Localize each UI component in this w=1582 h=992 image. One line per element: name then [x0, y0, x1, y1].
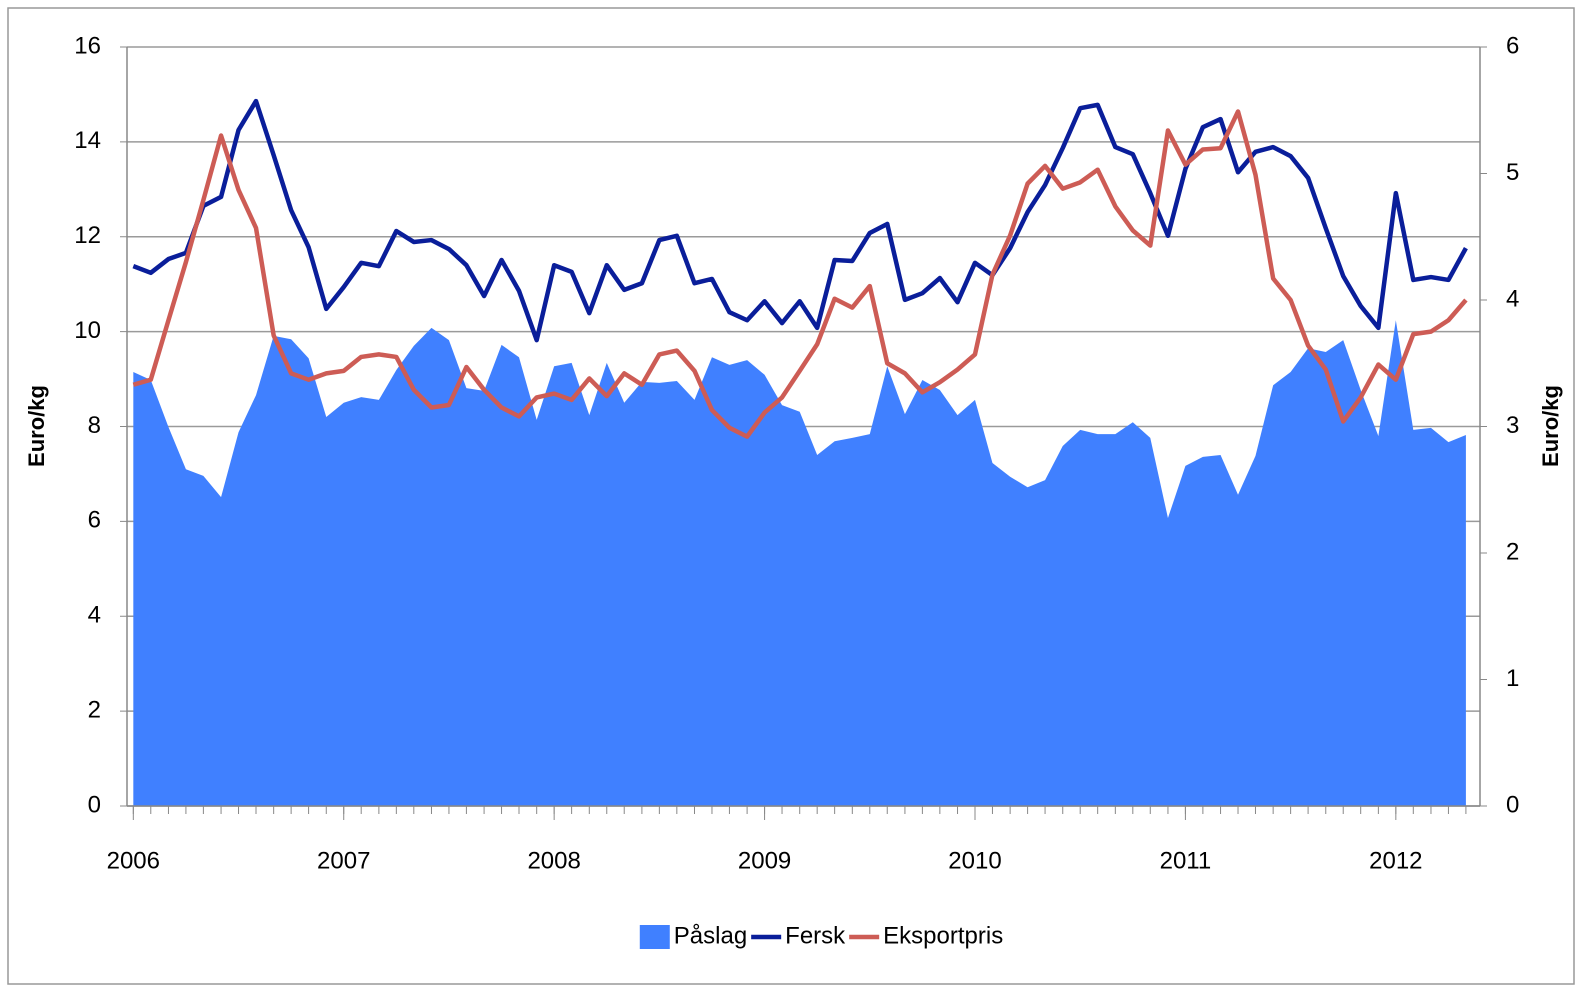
y-tick-label: 6 [88, 507, 101, 534]
y-axis-title: Euro/kg [24, 385, 49, 467]
legend-label: Fersk [785, 922, 846, 949]
y2-tick-label: 2 [1506, 538, 1519, 565]
y2-tick-label: 4 [1506, 285, 1519, 312]
x-tick-label: 2011 [1160, 847, 1212, 874]
x-tick-label: 2009 [738, 847, 791, 874]
x-tick-label: 2006 [107, 847, 160, 874]
x-tick-label: 2008 [527, 847, 580, 874]
y-tick-label: 0 [88, 791, 101, 818]
x-tick-label: 2010 [948, 847, 1001, 874]
y2-tick-label: 6 [1506, 32, 1519, 59]
legend-swatch [639, 925, 670, 949]
y-tick-label: 16 [74, 32, 101, 59]
line [132, 98, 1468, 343]
y-tick-label: 12 [74, 222, 101, 249]
y2-tick-label: 1 [1506, 665, 1519, 692]
y2-axis-title: Euro/kg [1538, 385, 1563, 467]
y-tick-label: 14 [74, 127, 101, 154]
chart-frame [7, 7, 1575, 985]
y-tick-label: 8 [88, 412, 101, 439]
x-tick-label: 2007 [317, 847, 370, 874]
y-tick-label: 2 [88, 696, 101, 723]
y2-tick-label: 3 [1506, 412, 1519, 439]
legend-label: Eksportpris [883, 922, 1003, 949]
y2-tick-label: 5 [1506, 159, 1519, 186]
line [132, 109, 1468, 439]
x-tick-label: 2012 [1369, 847, 1422, 874]
area [133, 320, 1466, 806]
y-tick-label: 4 [88, 602, 101, 629]
legend-label: Påslag [674, 922, 747, 949]
y2-tick-label: 0 [1506, 791, 1519, 818]
y-tick-label: 10 [74, 317, 101, 344]
